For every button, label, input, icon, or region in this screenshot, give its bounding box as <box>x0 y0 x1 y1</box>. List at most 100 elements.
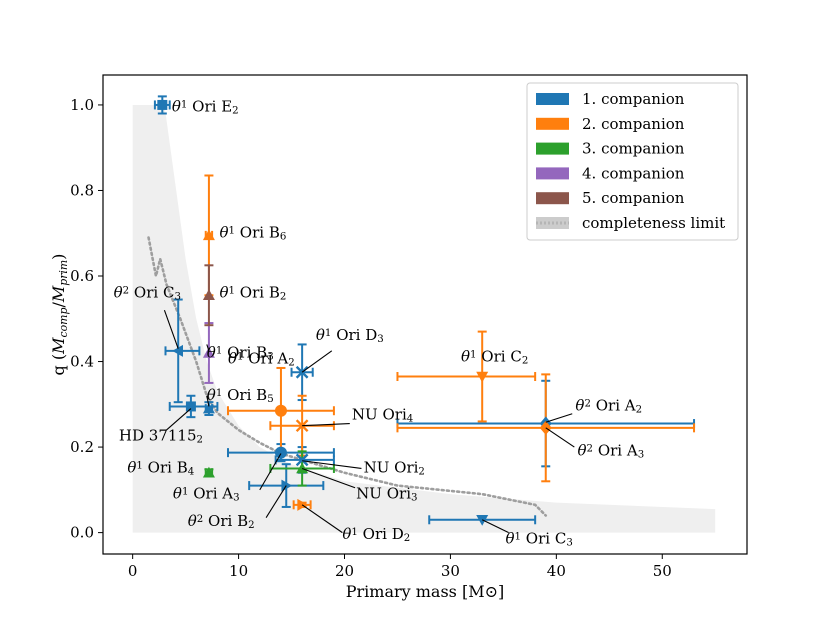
annotation-leader <box>166 408 192 431</box>
annotation-hd-371152: HD 371152 <box>119 408 203 446</box>
completeness-region <box>132 104 716 533</box>
annotation-leader <box>265 485 287 518</box>
annotation-2-ori-b2: θ2 Ori B2 <box>188 485 287 532</box>
annotation-leader <box>163 310 179 349</box>
annotation-leader <box>301 467 356 489</box>
y-tick-label: 0.4 <box>70 353 94 371</box>
data-point-1-ori-b5 <box>202 402 215 414</box>
x-tick-label: 10 <box>229 562 248 580</box>
annotation-label: θ1 Ori B2 <box>220 283 287 302</box>
x-tick-label: 0 <box>128 562 138 580</box>
annotation-leader <box>302 460 362 470</box>
data-point-nu-ori2 <box>295 453 309 467</box>
annotation-1-ori-c2: θ1 Ori C2 <box>461 348 528 367</box>
annotation-2-ori-a2: θ2 Ori A2 <box>545 397 642 423</box>
annotation-label: θ1 Ori B4 <box>127 459 194 478</box>
annotation-label: θ1 Ori B6 <box>220 224 287 243</box>
x-marker-stroke <box>295 453 309 467</box>
data-point-1-ori-e2 <box>157 99 168 110</box>
data-point-1-ori-b4 <box>202 466 215 478</box>
annotation-leader <box>206 344 210 352</box>
y-tick-label: 0.6 <box>70 267 94 285</box>
annotation-1-ori-b4: θ1 Ori B4 <box>127 459 194 478</box>
annotation-leader <box>301 504 343 534</box>
annotation-leader <box>481 519 509 534</box>
annotation-label: θ1 Ori A3 <box>173 484 240 503</box>
legend-item-3-companion: 3. companion <box>536 140 685 158</box>
annotation-1-ori-c3: θ1 Ori C3 <box>481 519 573 549</box>
annotation-label: θ1 Ori C3 <box>506 529 573 548</box>
annotation-1-ori-b5: θ1 Ori B5 <box>206 386 274 407</box>
annotation-leader <box>545 427 575 448</box>
legend-swatch <box>536 167 569 180</box>
annotation-label: θ1 Ori B3 <box>207 343 274 362</box>
annotation-nu-ori4: NU Ori4 <box>302 405 413 427</box>
x-tick-label: 50 <box>653 562 672 580</box>
annotation-leader <box>301 350 333 373</box>
data-point-hd-371152 <box>185 401 196 412</box>
annotation-label: θ1 Ori A2 <box>228 350 295 369</box>
annotation-nu-ori3: NU Ori3 <box>301 467 417 504</box>
legend-item-5-companion: 5. companion <box>536 189 685 207</box>
annotation-1-ori-a3: θ1 Ori A3 <box>173 453 282 504</box>
legend-swatch <box>536 192 569 205</box>
legend-swatch <box>536 93 569 105</box>
legend-box <box>526 82 739 241</box>
annotation-label: θ2 Ori B2 <box>188 512 255 531</box>
annotation-1-ori-b2: θ1 Ori B2 <box>220 283 287 302</box>
legend-label: completeness limit <box>582 214 725 232</box>
x-tick-label: 30 <box>441 562 460 580</box>
data-point-1-ori-b6 <box>202 229 215 241</box>
x-tick-label: 40 <box>547 562 566 580</box>
annotation-label: θ1 Ori D2 <box>342 525 410 544</box>
y-tick-label: 0.8 <box>70 181 94 199</box>
data-point-1-ori-a2 <box>274 404 287 417</box>
completeness-limit-line <box>147 236 548 517</box>
annotation-label: NU Ori4 <box>352 405 413 424</box>
annotation-label: θ2 Ori A2 <box>575 397 642 416</box>
annotation-leader <box>206 395 210 407</box>
legend-item-2-companion: 2. companion <box>536 115 685 133</box>
annotation-leader <box>259 453 282 491</box>
legend-label: 3. companion <box>582 140 685 158</box>
y-tick-label: 0.2 <box>70 438 94 456</box>
annotation-1-ori-b3: θ1 Ori B3 <box>206 343 274 363</box>
legend-label: 5. companion <box>582 189 685 207</box>
y-tick-label: 0.0 <box>70 524 94 542</box>
legend-swatch <box>536 142 569 155</box>
annotation-label: NU Ori3 <box>356 484 417 503</box>
data-point-1-ori-b2 <box>202 289 215 301</box>
annotation-1-ori-d3: θ1 Ori D3 <box>301 326 384 373</box>
legend-item-4-companion: 4. companion <box>536 164 685 182</box>
annotation-label: θ2 Ori A3 <box>578 442 645 461</box>
data-point-2-ori-c3 <box>172 344 184 357</box>
legend-label: 4. companion <box>582 164 685 182</box>
legend-label: 2. companion <box>582 115 685 133</box>
x-tick-label: 20 <box>335 562 354 580</box>
legend-item-1-companion: 1. companion <box>536 90 685 108</box>
data-point-1-ori-a3 <box>274 446 287 459</box>
y-axis-label: q (Mcomp/Mprim) <box>49 254 70 376</box>
errorbar-1-ori-c2 <box>396 330 537 423</box>
annotation-label: θ1 Ori D3 <box>316 326 384 345</box>
annotation-1-ori-b6: θ1 Ori B6 <box>220 224 287 243</box>
annotation-1-ori-e2: θ1 Ori E2 <box>172 97 239 116</box>
x-axis-label: Primary mass [M⊙] <box>346 582 505 601</box>
annotation-leader <box>302 423 350 427</box>
annotation-1-ori-d2: θ1 Ori D2 <box>301 504 410 544</box>
annotation-label: θ1 Ori B5 <box>207 386 274 405</box>
annotation-label: NU Ori2 <box>364 459 425 478</box>
annotation-label: θ1 Ori E2 <box>172 97 239 116</box>
annotation-label: θ2 Ori C3 <box>114 283 181 302</box>
annotation-2-ori-c3: θ2 Ori C3 <box>114 283 181 349</box>
data-point-1-ori-b3 <box>202 346 215 358</box>
legend-item-completeness-limit: completeness limit <box>536 214 725 232</box>
data-point-nu-ori3 <box>296 462 309 474</box>
annotation-label: HD 371152 <box>119 427 203 446</box>
data-point-1-ori-c2 <box>476 371 489 383</box>
legend-swatch <box>536 117 569 130</box>
plot-frame <box>102 74 748 555</box>
annotation-leader <box>545 413 573 423</box>
y-tick-label: 1.0 <box>70 96 94 114</box>
